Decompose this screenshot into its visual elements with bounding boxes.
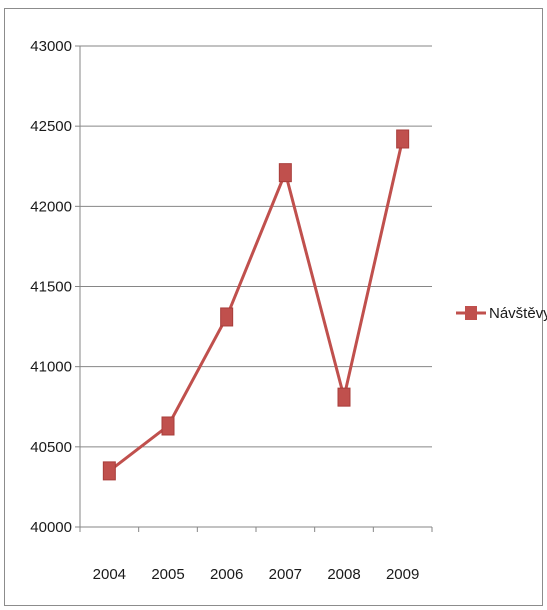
data-point-marker [337,387,351,407]
x-tick-label: 2006 [210,566,243,583]
x-tick-label: 2007 [269,566,302,583]
y-tick-label: 42500 [30,118,72,135]
x-tick-label: 2009 [386,566,419,583]
data-point-marker [278,163,292,183]
y-tick-label: 41000 [30,359,72,376]
data-point-marker [220,307,234,327]
legend-label: Návštěvy [489,305,547,322]
x-tick-label: 2008 [327,566,360,583]
y-tick-label: 43000 [30,38,72,55]
y-tick-label: 42000 [30,198,72,215]
x-axis-ticks: 2004 2005 2006 2007 2008 2009 [79,527,433,583]
y-tick-label: 41500 [30,279,72,296]
y-axis-ticks: 40000 40500 41000 41500 42000 42500 43000 [30,38,80,536]
legend-swatch-marker [465,306,477,320]
data-point-marker [102,461,116,481]
y-tick-label: 40500 [30,439,72,456]
y-tick-label: 40000 [30,519,72,536]
x-tick-label: 2004 [93,566,126,583]
series-line [108,138,405,473]
data-point-marker [396,129,410,149]
chart-frame [4,8,543,606]
x-tick-label: 2005 [151,566,184,583]
legend: Návštěvy [456,305,547,322]
data-point-marker [161,416,175,436]
series-group [102,129,410,481]
